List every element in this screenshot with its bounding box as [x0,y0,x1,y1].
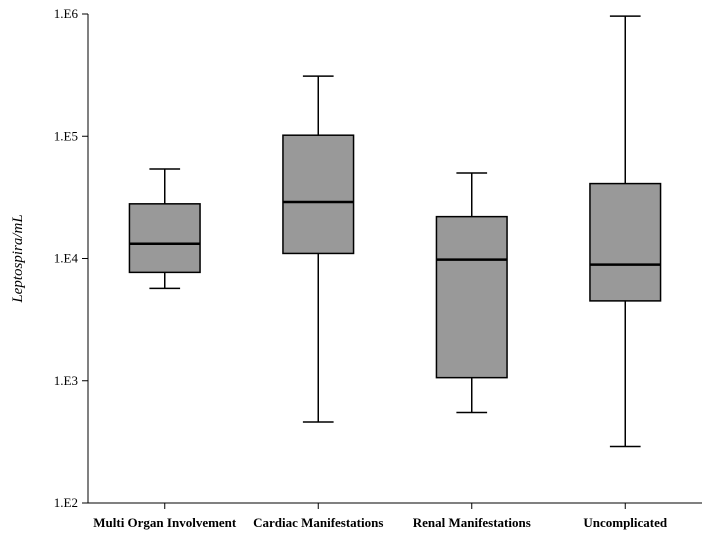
chart-svg: 1.E2 1.E3 1.E4 1.E5 1.E6 Leptospira/mL Multi O… [0,0,720,553]
x-category-label: Multi Organ Involvement [93,515,237,530]
boxplot-chart: 1.E2 1.E3 1.E4 1.E5 1.E6 Leptospira/mL Multi O… [0,0,720,553]
y-axis-label: Leptospira/mL [10,214,26,303]
x-category-label: Renal Manifestations [413,515,531,530]
y-tick-label: 1.E4 [54,251,79,266]
y-tick-label: 1.E3 [54,373,78,388]
box [283,135,354,253]
y-tick-label: 1.E5 [54,128,78,143]
x-category-label: Cardiac Manifestations [253,515,383,530]
y-tick-label: 1.E6 [54,6,79,21]
y-tick-label: 1.E2 [54,495,78,510]
box [129,204,200,273]
x-category-label: Uncomplicated [583,515,668,530]
box [436,217,507,378]
box [590,184,661,301]
